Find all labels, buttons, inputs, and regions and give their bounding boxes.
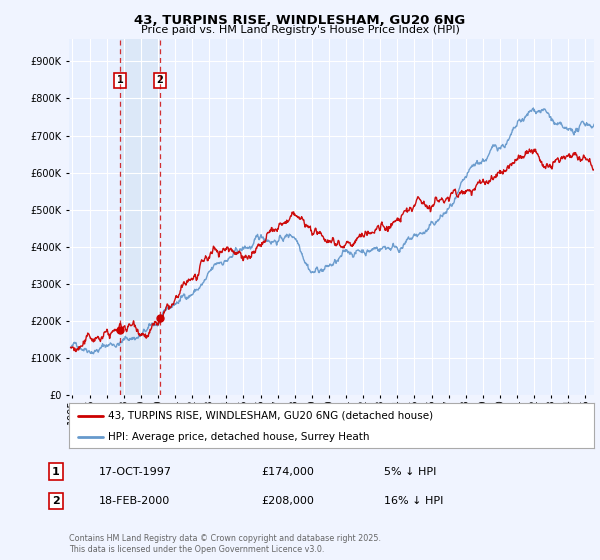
Text: £208,000: £208,000 [261, 496, 314, 506]
Text: 43, TURPINS RISE, WINDLESHAM, GU20 6NG (detached house): 43, TURPINS RISE, WINDLESHAM, GU20 6NG (… [109, 410, 433, 421]
Text: 1: 1 [52, 466, 59, 477]
Text: 2: 2 [157, 75, 163, 85]
Text: £174,000: £174,000 [261, 466, 314, 477]
Text: 5% ↓ HPI: 5% ↓ HPI [384, 466, 436, 477]
Text: Contains HM Land Registry data © Crown copyright and database right 2025.
This d: Contains HM Land Registry data © Crown c… [69, 534, 381, 554]
Text: 2: 2 [52, 496, 59, 506]
Bar [121, 39, 160, 395]
Text: Price paid vs. HM Land Registry's House Price Index (HPI): Price paid vs. HM Land Registry's House … [140, 25, 460, 35]
Text: 16% ↓ HPI: 16% ↓ HPI [384, 496, 443, 506]
Text: 18-FEB-2000: 18-FEB-2000 [99, 496, 170, 506]
Text: 17-OCT-1997: 17-OCT-1997 [99, 466, 172, 477]
Text: 1: 1 [117, 75, 124, 85]
Text: 43, TURPINS RISE, WINDLESHAM, GU20 6NG: 43, TURPINS RISE, WINDLESHAM, GU20 6NG [134, 14, 466, 27]
Text: HPI: Average price, detached house, Surrey Heath: HPI: Average price, detached house, Surr… [109, 432, 370, 442]
